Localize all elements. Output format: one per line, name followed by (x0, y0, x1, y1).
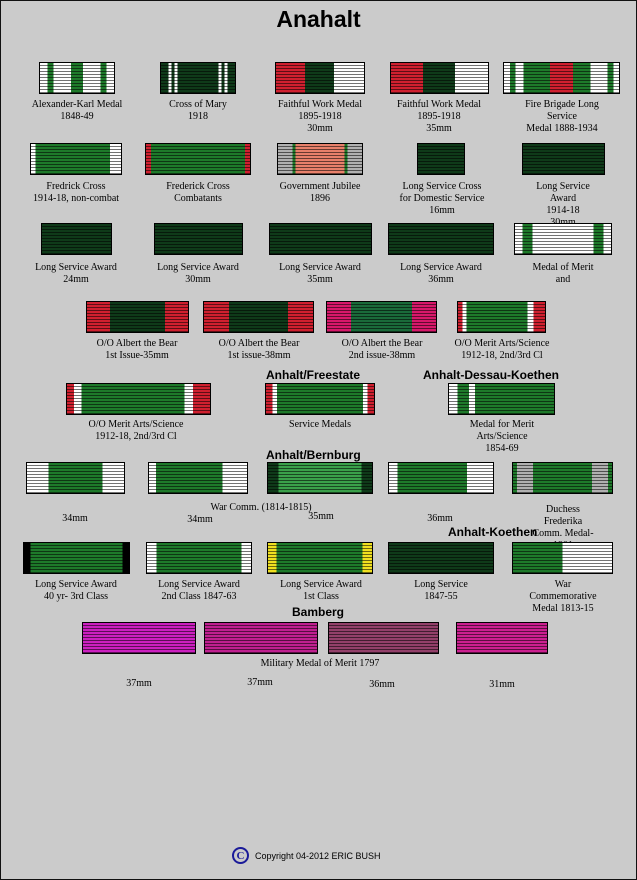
caption-merit-arts-b: O/O Merit Arts/Science 1912-18, 2nd/3rd … (88, 419, 184, 442)
caption-lsa-36: Long Service Award 36mm (400, 262, 482, 285)
ribbon-koethen-war-comm (512, 542, 613, 574)
ribbon-albert-bear-1-38 (203, 301, 314, 333)
ribbon-long-service-award-1914 (522, 143, 605, 175)
ribbon-merit-arts-b (66, 383, 211, 415)
caption-faithful-work-30: Faithful Work Medal 1895-1918 30mm (278, 99, 362, 134)
ribbon-bamberg-37a (82, 622, 196, 654)
caption-bernburg-35: 35mm (308, 511, 334, 522)
caption-bamberg-military-medal: Military Medal of Merit 1797 (260, 658, 380, 669)
caption-medal-merit-arts-dessau: Medal for Merit Arts/Science 1854-69 (469, 419, 535, 454)
caption-lsa-35: Long Service Award 35mm (279, 262, 361, 285)
ribbon-bamberg-31 (456, 622, 548, 654)
section-anhalt-freestate: Anhalt/Freestate (266, 368, 361, 382)
ribbon-lsa-30 (154, 223, 243, 255)
ribbon-lsa-35 (269, 223, 372, 255)
copyright-icon: C (232, 847, 249, 864)
caption-long-service-cross-domestic: Long Service Cross for Domestic Service … (399, 181, 485, 216)
ribbon-bernburg-36 (388, 462, 494, 494)
caption-lsa-30: Long Service Award 30mm (157, 262, 239, 285)
ribbon-bernburg-duchess (512, 462, 613, 494)
caption-koethen-war-comm: War Commemorative Medal 1813-15 (529, 579, 597, 614)
caption-bernburg-36: 36mm (427, 513, 453, 524)
ribbon-frederick-cross-combatants (145, 143, 251, 175)
caption-albert-bear-2-38: O/O Albert the Bear 2nd issue-38mm (341, 338, 423, 361)
ribbon-alexander-karl (39, 62, 115, 94)
caption-fredrick-cross-noncombat: Fredrick Cross 1914-18, non-combat (32, 181, 120, 204)
section-anhalt-koethen: Anhalt-Koethen (448, 525, 538, 539)
caption-fire-brigade: Fire Brigade Long Service Medal 1888-193… (525, 99, 599, 134)
ribbon-bernburg-34b (148, 462, 248, 494)
caption-bamberg-31: 31mm (489, 679, 515, 690)
caption-bamberg-37a: 37mm (126, 678, 152, 689)
copyright: C Copyright 04-2012 ERIC BUSH (232, 847, 381, 864)
caption-bamberg-36: 36mm (369, 679, 395, 690)
section-anhalt-bernburg: Anhalt/Bernburg (266, 448, 361, 462)
ribbon-albert-bear-1-35 (86, 301, 189, 333)
ribbon-fire-brigade (503, 62, 620, 94)
caption-albert-bear-1-38: O/O Albert the Bear 1st issue-38mm (218, 338, 300, 361)
caption-koethen-lsa-1st: Long Service Award 1st Class (280, 579, 362, 602)
caption-government-jubilee: Government Jubilee 1896 (279, 181, 361, 204)
caption-faithful-work-35: Faithful Work Medal 1895-1918 35mm (397, 99, 481, 134)
ribbon-bernburg-35 (267, 462, 373, 494)
caption-albert-bear-1-35: O/O Albert the Bear 1st Issue-35mm (96, 338, 178, 361)
caption-service-medals: Service Medals (289, 419, 351, 430)
ribbon-lsa-24 (41, 223, 112, 255)
caption-long-service-award-1914: Long Service Award 1914-18 30mm (536, 181, 590, 228)
section-anhalt-dessau-koethen: Anhalt-Dessau-Koethen (423, 368, 560, 382)
ribbon-koethen-lsa-1st (267, 542, 373, 574)
ribbon-service-medals (265, 383, 375, 415)
ribbon-merit-arts-a (457, 301, 546, 333)
ribbon-koethen-lsa-2nd (146, 542, 252, 574)
caption-koethen-lsa-40: Long Service Award 40 yr- 3rd Class (35, 579, 117, 602)
ribbon-faithful-work-35 (390, 62, 489, 94)
ribbon-koethen-lsa-40 (23, 542, 130, 574)
ribbon-medal-of-merit-faith (514, 223, 612, 255)
page-title: Anahalt (276, 6, 361, 32)
copyright-text: Copyright 04-2012 ERIC BUSH (255, 850, 381, 861)
section-bamberg: Bamberg (292, 605, 345, 619)
ribbon-government-jubilee (277, 143, 363, 175)
ribbon-albert-bear-2-38 (326, 301, 437, 333)
caption-bernburg-34b: 34mm (187, 514, 213, 525)
caption-koethen-lsa-2nd: Long Service Award 2nd Class 1847-63 (158, 579, 240, 602)
caption-merit-arts-a: O/O Merit Arts/Science 1912-18, 2nd/3rd … (454, 338, 550, 361)
caption-koethen-long-service: Long Service 1847-55 (414, 579, 468, 602)
ribbon-lsa-36 (388, 223, 494, 255)
ribbon-long-service-cross-domestic (417, 143, 465, 175)
caption-bernburg-34a: 34mm (62, 513, 88, 524)
ribbon-cross-of-mary (160, 62, 236, 94)
caption-bamberg-37b: 37mm (247, 677, 273, 688)
ribbon-bamberg-37b (204, 622, 318, 654)
ribbon-bamberg-36 (328, 622, 439, 654)
caption-frederick-cross-combatants: Frederick Cross Combatants (166, 181, 230, 204)
ribbon-medal-merit-arts-dessau (448, 383, 555, 415)
ribbon-bernburg-34a (26, 462, 125, 494)
ribbon-fredrick-cross-noncombat (30, 143, 122, 175)
caption-lsa-24: Long Service Award 24mm (35, 262, 117, 285)
caption-cross-of-mary: Cross of Mary 1918 (169, 99, 227, 122)
ribbon-faithful-work-30 (275, 62, 365, 94)
caption-alexander-karl: Alexander-Karl Medal 1848-49 (31, 99, 123, 122)
caption-bernburg-war-comm: War Comm. (1814-1815) (210, 502, 312, 513)
ribbon-koethen-long-service (388, 542, 494, 574)
